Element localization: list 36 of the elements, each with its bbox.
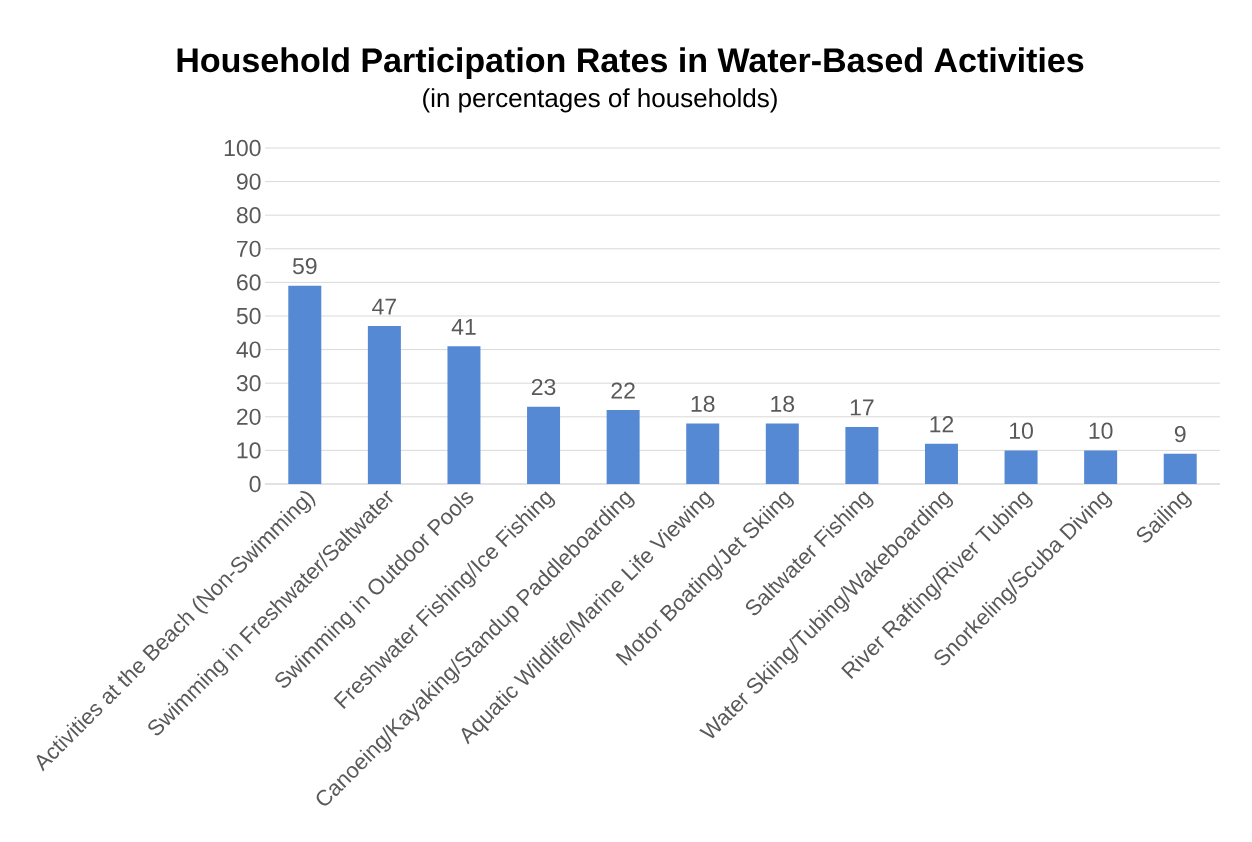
y-tick-label: 40	[236, 341, 261, 358]
data-label: 47	[372, 298, 397, 315]
y-tick-label: 80	[236, 207, 261, 224]
bar	[1004, 450, 1038, 484]
data-label: 41	[451, 318, 476, 335]
y-tick-label: 60	[237, 274, 261, 291]
chart-subtitle: (in percentages of households)	[423, 88, 777, 113]
y-tick-label: 10	[237, 442, 261, 459]
data-label: 12	[930, 416, 954, 433]
bar	[606, 410, 640, 484]
bar	[924, 443, 958, 484]
data-label: 18	[771, 395, 795, 412]
y-tick-label: 90	[236, 173, 261, 190]
data-label: 17	[850, 399, 874, 416]
y-tick-label: 30	[236, 375, 261, 392]
data-label: 10	[1010, 422, 1033, 439]
bar	[288, 285, 322, 484]
y-tick-label: 100	[224, 139, 261, 157]
bar	[845, 426, 879, 484]
data-label: 22	[611, 382, 635, 399]
y-tick-label: 70	[237, 240, 261, 257]
data-label: 10	[1089, 422, 1113, 439]
bar	[1084, 450, 1118, 484]
data-label: 59	[292, 257, 317, 275]
bar	[527, 406, 561, 484]
data-label: 9	[1174, 425, 1186, 443]
chart-title: Household Participation Rates in Water-Based Activities	[177, 47, 1084, 80]
data-label: 23	[531, 378, 556, 396]
data-label: 18	[691, 395, 715, 412]
bar	[765, 423, 799, 484]
bar	[686, 423, 720, 484]
bar	[1163, 453, 1197, 484]
bar	[367, 326, 401, 484]
bar	[447, 346, 481, 484]
y-tick-label: 20	[237, 408, 261, 425]
y-tick-label: 50	[236, 307, 261, 325]
